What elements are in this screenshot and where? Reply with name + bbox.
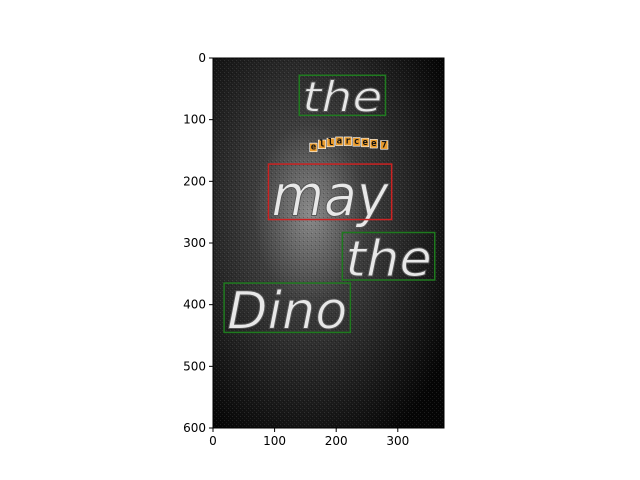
char-box-letter: e xyxy=(311,143,317,153)
char-box-rect xyxy=(335,136,344,146)
char-box-rect xyxy=(352,137,361,147)
char-box-letter: e xyxy=(371,139,377,149)
char-box-6: e xyxy=(361,137,370,148)
word-the-2: the xyxy=(341,230,436,289)
word-text: the xyxy=(302,72,382,121)
char-box-rect xyxy=(318,139,327,149)
x-tick-label: 0 xyxy=(209,434,217,448)
x-axis: 0 100 200 300 xyxy=(209,428,409,448)
word-the-0: the xyxy=(298,72,387,122)
char-box-letter: a xyxy=(337,137,342,147)
y-tick-label: 400 xyxy=(183,298,206,312)
x-tick-label: 200 xyxy=(325,434,348,448)
y-tick-label: 600 xyxy=(183,421,206,435)
image-noise xyxy=(213,58,444,428)
x-tick-label: 300 xyxy=(386,434,409,448)
char-box-5: c xyxy=(352,137,361,147)
char-box-letter: c xyxy=(354,137,359,147)
char-box-8: 7 xyxy=(380,140,389,150)
char-box-7: e xyxy=(369,139,378,149)
char-box-rect xyxy=(309,142,318,153)
y-tick-label: 500 xyxy=(183,359,206,373)
char-box-letter: 7 xyxy=(382,140,387,150)
y-tick-label: 200 xyxy=(183,174,206,188)
char-box-rect xyxy=(326,137,335,148)
y-tick-label: 300 xyxy=(183,236,206,250)
word-box xyxy=(223,282,352,334)
char-box-3: a xyxy=(335,136,344,147)
char-box-4: r xyxy=(343,136,352,147)
word-box xyxy=(341,231,436,281)
word-Dino-3: Dino xyxy=(223,281,352,342)
char-box-letter: l xyxy=(328,138,333,148)
char-box-rect xyxy=(369,139,378,149)
y-tick-label: 100 xyxy=(183,113,206,127)
char-box-letter: l xyxy=(319,140,324,150)
char-box-letter: r xyxy=(345,137,351,147)
word-may-1: may xyxy=(267,161,393,230)
char-box-1: l xyxy=(318,139,327,150)
word-box xyxy=(298,74,387,117)
char-box-letter: e xyxy=(362,138,368,148)
y-tick-label: 0 xyxy=(198,51,206,65)
char-box-rect xyxy=(361,137,370,148)
char-box-2: l xyxy=(326,137,335,148)
word-text: the xyxy=(345,230,431,288)
word-text: may xyxy=(271,162,390,230)
char-box-rect xyxy=(380,140,389,150)
word-text: Dino xyxy=(227,281,347,341)
char-box-rect xyxy=(343,136,352,146)
word-box xyxy=(267,163,393,221)
x-tick-label: 100 xyxy=(263,434,286,448)
y-axis: 0 100 200 300 400 500 600 xyxy=(183,51,213,435)
char-box-0: e xyxy=(309,142,318,153)
